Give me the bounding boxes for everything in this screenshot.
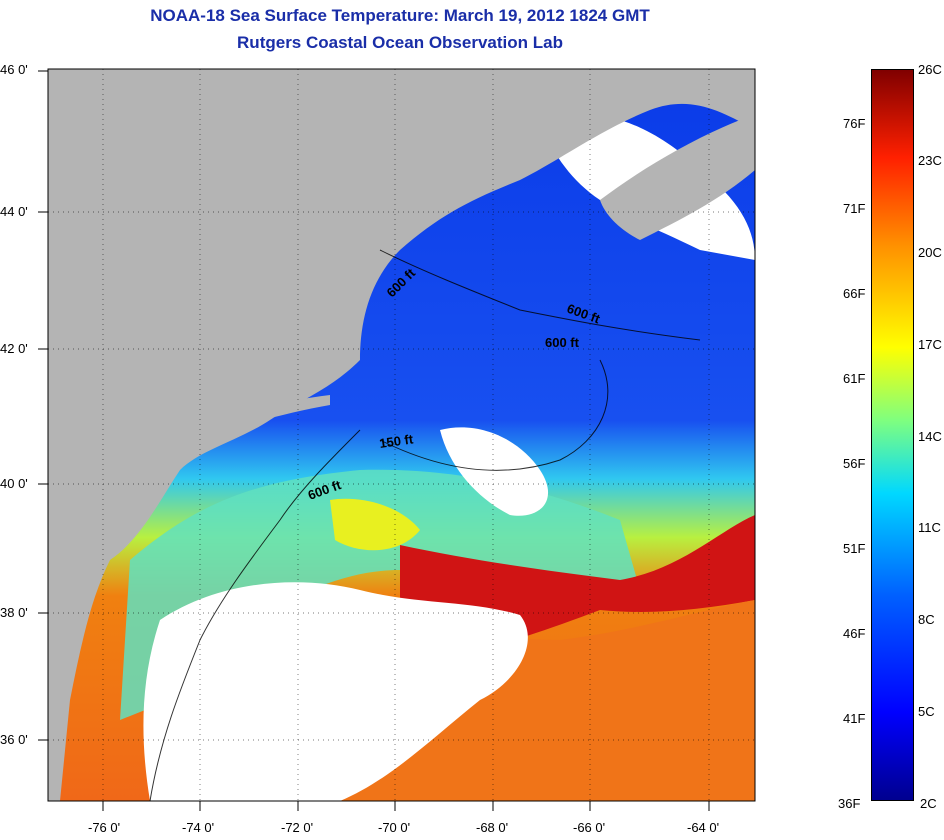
colorbar-celsius-label: 14C [918,429,942,444]
colorbar-celsius-label: 11C [918,520,941,535]
land-mainland [48,69,755,801]
lon-label: -64 0' [687,820,720,835]
lat-label: 42 0' [0,341,28,356]
lon-label: -74 0' [182,820,215,835]
lon-label: -70 0' [378,820,411,835]
colorbar-fahrenheit-label: 46F [843,626,866,641]
bathymetry-contours [149,249,701,802]
lat-label: 38 0' [0,605,28,620]
colorbar-fahrenheit-label: 56F [843,456,866,471]
warm-shelf-patch [330,498,420,551]
shelf-water [120,469,640,720]
axis-ticks [38,70,710,811]
map-subtitle: Rutgers Coastal Ocean Observation Lab [237,33,563,52]
colorbar-fahrenheit-label: 51F [843,541,866,556]
map-title: NOAA-18 Sea Surface Temperature: March 1… [150,6,650,25]
colorbar-celsius-label: 17C [918,337,942,352]
colorbar-celsius-label: 23C [918,153,942,168]
lon-label: -66 0' [573,820,606,835]
grid-lines [48,69,755,801]
lat-label: 46 0' [0,62,28,77]
colorbar-celsius-label: 26C [918,62,942,77]
map-frame [47,68,756,802]
land-nova-scotia [600,120,755,240]
cloud-cover [143,582,528,801]
colorbar-celsius-label: 20C [918,245,942,260]
colorbar-fahrenheit-label: 66F [843,286,866,301]
colorbar-celsius-label: 8C [918,612,935,627]
colorbar-fahrenheit-label: 71F [843,201,866,216]
contour-label: 150 ft [378,431,414,451]
lon-label: -72 0' [281,820,314,835]
colorbar-celsius-label: 2C [920,796,937,811]
lon-label: -76 0' [88,820,121,835]
colorbar-celsius-label: 5C [918,704,935,719]
lat-label: 44 0' [0,204,28,219]
contour-label: 600 ft [545,335,580,350]
colorbar-fahrenheit-label: 36F [838,796,861,811]
land-long-island [200,395,330,440]
lat-label: 40 0' [0,476,28,491]
lon-label: -68 0' [476,820,509,835]
colorbar-fahrenheit-label: 41F [843,711,866,726]
lat-label: 36 0' [0,732,28,747]
cloud-cover-north [440,427,549,516]
temperature-colorbar [871,69,914,801]
colorbar-fahrenheit-label: 76F [843,116,866,131]
colorbar-fahrenheit-label: 61F [843,371,866,386]
